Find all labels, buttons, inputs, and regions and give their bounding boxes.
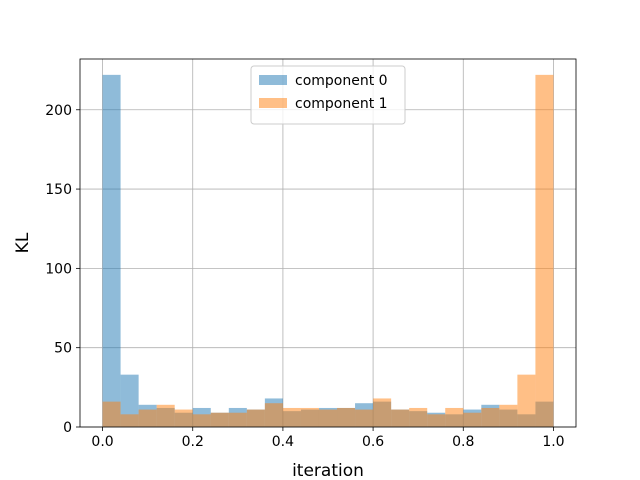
bars (102, 74, 554, 428)
plot-frame (79, 58, 577, 428)
series-1-bar (445, 407, 464, 427)
legend-swatch (259, 75, 287, 85)
series-0-bars (102, 74, 554, 428)
legend-frame (250, 65, 406, 125)
series-1-bar (355, 409, 374, 427)
series-1-bar (499, 404, 518, 427)
legend-label: component 1 (295, 96, 388, 112)
series-1-bar (535, 74, 554, 428)
ticks: 0.0 0.2 0.4 0.6 0.8 1.0 0 50 100 150 200 (45, 103, 564, 450)
series-1-bar (192, 414, 211, 427)
x-tick-label: 0.4 (272, 434, 294, 450)
y-tick-label: 100 (45, 261, 72, 277)
x-tick-label: 0.6 (362, 434, 384, 450)
series-1-bar (138, 409, 157, 427)
series-1-bar (300, 407, 319, 427)
series-1-bar (391, 409, 410, 427)
legend-label: component 0 (295, 73, 388, 89)
y-tick-label: 50 (54, 341, 72, 357)
series-1-bar (409, 407, 428, 427)
series-1-bar (210, 412, 229, 427)
series-1-bar (373, 398, 392, 427)
series-1-bar (463, 412, 482, 427)
x-axis-label: iteration (292, 461, 364, 480)
series-1-bar (156, 404, 175, 427)
x-tick-label: 0.8 (452, 434, 474, 450)
y-tick-label: 0 (63, 420, 72, 436)
series-1-bar (481, 407, 500, 427)
y-tick-label: 200 (45, 103, 72, 119)
series-1-bar (246, 409, 265, 427)
series-1-bar (318, 409, 338, 427)
series-1-bars (102, 74, 554, 428)
x-tick-label: 1.0 (542, 434, 564, 450)
series-1-bar (264, 403, 283, 427)
series-1-bar (282, 407, 301, 427)
legend-swatch (259, 98, 287, 108)
x-tick-label: 0.2 (182, 434, 204, 450)
y-tick-label: 150 (45, 182, 72, 198)
x-tick-label: 0.0 (91, 434, 113, 450)
series-0-bar (102, 74, 121, 428)
series-1-bar (102, 401, 121, 427)
series-1-bar (517, 374, 536, 427)
series-0-bar (120, 374, 139, 427)
series-1-bar (228, 412, 247, 427)
series-1-bar (174, 409, 193, 427)
legend: component 0 component 1 (250, 65, 406, 125)
series-1-bar (120, 414, 139, 427)
y-axis-label: KL (13, 232, 33, 253)
series-1-bar (337, 407, 356, 427)
series-1-bar (427, 414, 446, 427)
